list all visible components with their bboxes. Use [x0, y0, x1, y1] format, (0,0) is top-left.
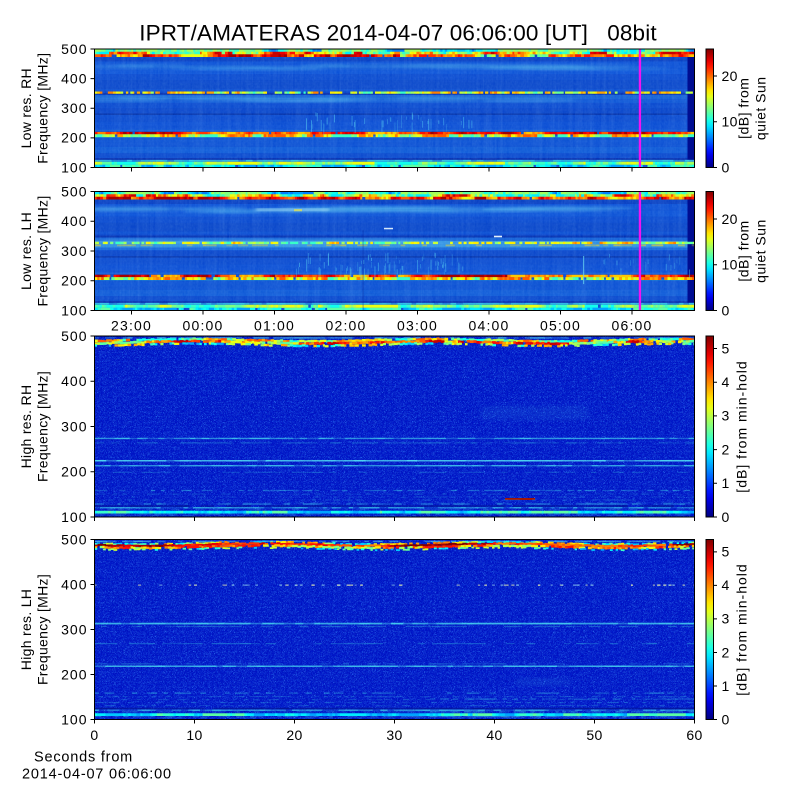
svg-text:[dB] from: [dB] from: [736, 220, 752, 281]
svg-text:[dB] from min-hold: [dB] from min-hold: [734, 563, 750, 695]
svg-text:2: 2: [722, 441, 730, 457]
svg-text:Frequency [MHz]: Frequency [MHz]: [35, 195, 51, 306]
svg-text:400: 400: [61, 213, 87, 229]
svg-text:High res. RH: High res. RH: [18, 385, 34, 469]
svg-text:40: 40: [486, 727, 502, 743]
svg-text:1: 1: [722, 475, 730, 491]
svg-text:2: 2: [722, 644, 730, 660]
svg-text:10: 10: [722, 257, 738, 273]
svg-text:20: 20: [722, 211, 738, 227]
svg-text:0: 0: [722, 509, 730, 525]
svg-text:100: 100: [61, 302, 87, 318]
svg-text:30: 30: [386, 727, 402, 743]
svg-text:50: 50: [586, 727, 602, 743]
svg-text:Low res. LH: Low res. LH: [18, 212, 34, 290]
svg-text:quiet Sun: quiet Sun: [753, 219, 769, 283]
svg-text:2014-04-07 06:06:00: 2014-04-07 06:06:00: [22, 767, 172, 783]
svg-text:3: 3: [722, 408, 730, 424]
svg-text:IPRT/AMATERAS 2014-04-07 06:06: IPRT/AMATERAS 2014-04-07 06:06:00 [UT] 0…: [139, 21, 657, 46]
svg-text:100: 100: [61, 159, 87, 175]
svg-text:Frequency [MHz]: Frequency [MHz]: [35, 574, 51, 685]
svg-text:00:00: 00:00: [182, 318, 223, 334]
svg-text:3: 3: [722, 611, 730, 627]
svg-text:10: 10: [186, 727, 202, 743]
svg-text:0: 0: [90, 727, 98, 743]
svg-text:02:00: 02:00: [325, 318, 366, 334]
svg-text:400: 400: [61, 576, 87, 592]
svg-text:500: 500: [61, 328, 87, 344]
svg-text:5: 5: [722, 340, 730, 356]
svg-text:300: 300: [61, 621, 87, 637]
svg-text:01:00: 01:00: [254, 318, 295, 334]
svg-text:300: 300: [61, 243, 87, 259]
svg-text:Seconds from: Seconds from: [34, 750, 133, 766]
svg-text:200: 200: [61, 666, 87, 682]
svg-text:High res. LH: High res. LH: [18, 589, 34, 670]
svg-text:300: 300: [61, 418, 87, 434]
svg-text:[dB] from: [dB] from: [736, 78, 752, 139]
svg-text:200: 200: [61, 130, 87, 146]
svg-text:200: 200: [61, 273, 87, 289]
svg-text:0: 0: [722, 302, 730, 318]
svg-text:400: 400: [61, 70, 87, 86]
svg-text:100: 100: [61, 711, 87, 727]
svg-text:0: 0: [722, 711, 730, 727]
svg-text:20: 20: [286, 727, 302, 743]
svg-text:4: 4: [722, 577, 730, 593]
svg-text:100: 100: [61, 509, 87, 525]
svg-text:20: 20: [722, 68, 738, 84]
svg-text:1: 1: [722, 678, 730, 694]
svg-text:23:00: 23:00: [111, 318, 152, 334]
svg-text:500: 500: [61, 41, 87, 57]
svg-text:Low res. RH: Low res. RH: [18, 68, 34, 148]
svg-text:5: 5: [722, 544, 730, 560]
svg-text:500: 500: [61, 183, 87, 199]
svg-text:06:00: 06:00: [611, 318, 652, 334]
svg-text:Frequency [MHz]: Frequency [MHz]: [35, 53, 51, 164]
svg-text:60: 60: [686, 727, 702, 743]
svg-text:Frequency [MHz]: Frequency [MHz]: [35, 371, 51, 482]
svg-text:03:00: 03:00: [397, 318, 438, 334]
svg-text:05:00: 05:00: [540, 318, 581, 334]
svg-text:4: 4: [722, 374, 730, 390]
svg-text:0: 0: [722, 159, 730, 175]
svg-text:500: 500: [61, 531, 87, 547]
svg-text:200: 200: [61, 464, 87, 480]
svg-text:300: 300: [61, 100, 87, 116]
svg-text:400: 400: [61, 373, 87, 389]
svg-text:[dB] from min-hold: [dB] from min-hold: [734, 360, 750, 492]
svg-text:04:00: 04:00: [468, 318, 509, 334]
svg-text:10: 10: [722, 114, 738, 130]
svg-text:quiet Sun: quiet Sun: [753, 76, 769, 140]
